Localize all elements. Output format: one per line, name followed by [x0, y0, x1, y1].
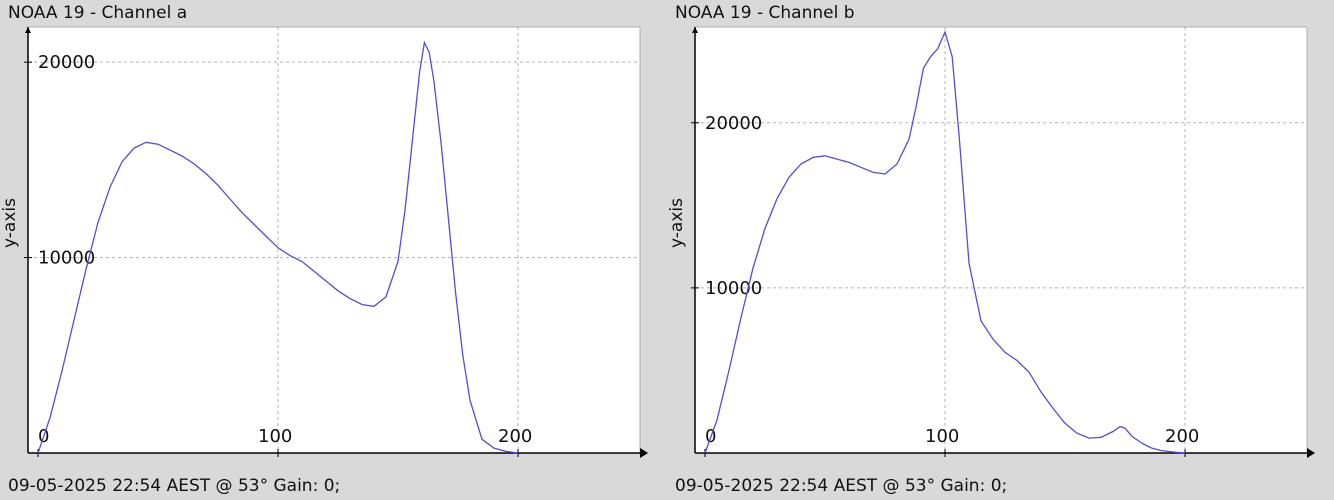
x-tick-label: 200 [1165, 426, 1199, 447]
x-tick-label: 100 [925, 426, 959, 447]
y-tick-label: 20000 [38, 52, 95, 73]
chart-title: NOAA 19 - Channel a [8, 3, 188, 23]
chart-footer: 09-05-2025 22:54 AEST @ 53° Gain: 0; [8, 476, 341, 496]
y-tick-label: 10000 [705, 278, 762, 299]
chart-panel-b: NOAA 19 - Channel b 0 100 200 10000 20000 y-… [667, 0, 1334, 500]
chart-footer: 09-05-2025 22:54 AEST @ 53° Gain: 0; [675, 476, 1008, 496]
chart-title: NOAA 19 - Channel b [675, 3, 855, 23]
y-tick-label: 20000 [705, 113, 762, 134]
x-axis-arrow [1307, 448, 1315, 458]
series-line [37, 40, 519, 454]
series-line [704, 30, 1186, 454]
y-axis-label: y-axis [667, 198, 687, 248]
chart-panel-a: NOAA 19 - Channel a 0 100 200 10000 20000 y-… [0, 3, 648, 496]
y-axis-arrow [692, 27, 698, 33]
x-tick-label: 200 [498, 426, 532, 447]
plot-background [695, 27, 1307, 453]
x-tick-label: 100 [258, 426, 292, 447]
x-axis-arrow [640, 448, 648, 458]
y-axis-label: y-axis [0, 198, 20, 248]
plot-background [28, 27, 640, 453]
y-axis-arrow [25, 27, 31, 33]
y-tick-label: 10000 [38, 248, 95, 269]
